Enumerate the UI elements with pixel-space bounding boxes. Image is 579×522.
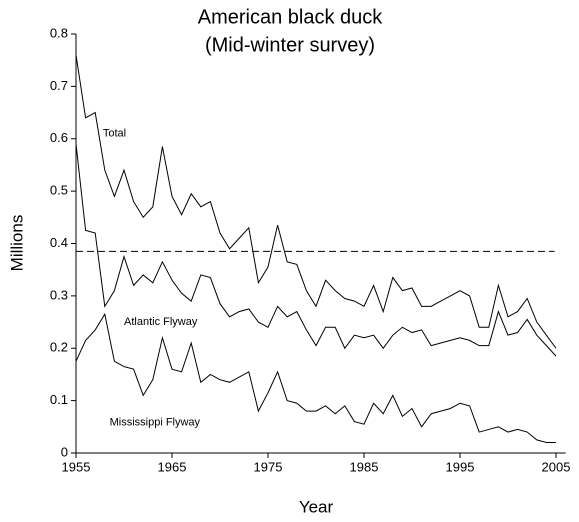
y-tick-label: 0 xyxy=(61,444,68,459)
x-tick-label: 1985 xyxy=(350,459,379,474)
series-line xyxy=(75,312,556,444)
y-tick-label: 0.3 xyxy=(50,287,68,302)
x-tick-label: 1955 xyxy=(62,459,91,474)
x-tick-label: 2005 xyxy=(542,459,571,474)
x-axis-title: Year xyxy=(299,497,334,516)
y-axis-title: Millions xyxy=(7,215,26,272)
y-tick-label: 0.1 xyxy=(50,392,68,407)
y-tick-label: 0.6 xyxy=(50,130,68,145)
chart-subtitle: (Mid-winter survey) xyxy=(205,34,375,56)
series-label: Mississippi Flyway xyxy=(110,417,201,429)
x-tick-label: 1995 xyxy=(446,459,475,474)
series-line xyxy=(75,143,557,357)
y-tick-label: 0.8 xyxy=(50,25,68,40)
y-tick-label: 0.4 xyxy=(50,235,68,250)
chart-title: American black duck xyxy=(198,6,384,28)
x-tick-label: 1965 xyxy=(158,459,187,474)
series-line xyxy=(75,54,557,349)
y-tick-label: 0.7 xyxy=(50,78,68,93)
y-tick-label: 0.2 xyxy=(50,340,68,355)
series-label: Atlantic Flyway xyxy=(124,316,198,328)
x-tick-label: 1975 xyxy=(254,459,283,474)
y-tick-label: 0.5 xyxy=(50,183,68,198)
series-label: Total xyxy=(103,127,126,139)
